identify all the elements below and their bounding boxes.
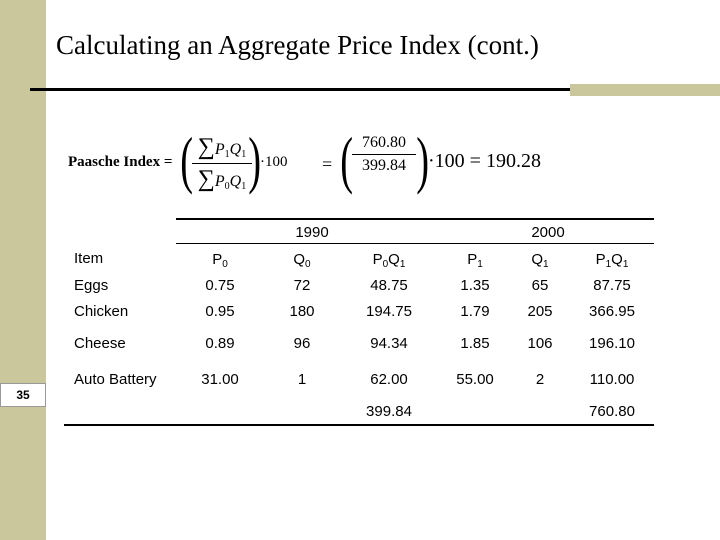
row-p0q1: 48.75 bbox=[370, 277, 408, 294]
row-q1: 205 bbox=[527, 303, 553, 320]
right-paren: ) bbox=[248, 124, 262, 195]
sidebar-band bbox=[0, 0, 46, 540]
col-header-p1q1: P1Q1 bbox=[595, 251, 629, 270]
left-paren: ( bbox=[180, 124, 194, 195]
row-q1: 106 bbox=[527, 335, 553, 352]
row-q0: 180 bbox=[289, 303, 315, 320]
row-q0: 72 bbox=[293, 277, 311, 294]
row-p1q1: 366.95 bbox=[589, 303, 635, 320]
table-top-rule bbox=[176, 218, 654, 220]
numerator-p: P bbox=[214, 141, 225, 158]
col-header-p0q1: P0Q1 bbox=[372, 251, 406, 270]
col-header-q1: Q1 bbox=[531, 251, 549, 270]
row-q1: 65 bbox=[531, 277, 549, 294]
equals-sign: = bbox=[322, 154, 333, 174]
col-header-p1: P1 bbox=[467, 251, 483, 270]
row-p0q1: 62.00 bbox=[370, 371, 408, 388]
row-p1: 1.85 bbox=[460, 335, 490, 352]
value-numerator: 760.80 bbox=[362, 134, 406, 151]
row-p0: 0.89 bbox=[205, 335, 235, 352]
numeric-fraction: 760.80 399.84 bbox=[352, 134, 416, 175]
col-header-p0: P0 bbox=[212, 251, 228, 270]
row-p0q1: 94.34 bbox=[370, 335, 408, 352]
row-p0: 0.75 bbox=[205, 277, 235, 294]
title-rule bbox=[30, 88, 570, 91]
numerator-p-sub: 1 bbox=[224, 149, 230, 160]
fraction-bar bbox=[192, 163, 252, 164]
sum-symbol: ∑ bbox=[197, 166, 215, 192]
table-bottom-rule bbox=[64, 424, 654, 426]
row-q1: 2 bbox=[535, 371, 545, 388]
right-paren-2: ) bbox=[416, 124, 430, 195]
row-item: Eggs bbox=[74, 277, 109, 294]
row-p1q1: 87.75 bbox=[593, 277, 631, 294]
title-accent-bar bbox=[570, 84, 720, 96]
row-item: Chicken bbox=[74, 303, 129, 320]
sum-symbol: ∑ bbox=[197, 134, 215, 160]
numerator-q: Q bbox=[229, 141, 242, 158]
year-header-1990: 1990 bbox=[295, 224, 329, 241]
row-p0: 31.00 bbox=[201, 371, 239, 388]
row-q0: 96 bbox=[293, 335, 311, 352]
row-p1: 55.00 bbox=[456, 371, 494, 388]
times-hundred: ·100 bbox=[260, 154, 288, 170]
row-p0: 0.95 bbox=[205, 303, 235, 320]
total-p1q1: 760.80 bbox=[589, 403, 635, 420]
total-p0q1: 399.84 bbox=[366, 403, 412, 420]
year-header-2000: 2000 bbox=[531, 224, 565, 241]
row-q0: 1 bbox=[297, 371, 307, 388]
symbolic-fraction: ∑P1Q1 ∑P0Q1 bbox=[192, 134, 252, 193]
row-p1q1: 196.10 bbox=[589, 335, 635, 352]
row-p1: 1.79 bbox=[460, 303, 490, 320]
row-item: Auto Battery bbox=[74, 371, 157, 388]
slide-title: Calculating an Aggregate Price Index (co… bbox=[56, 30, 539, 60]
formula-result: ·100 = 190.28 bbox=[428, 150, 541, 172]
row-p1q1: 110.00 bbox=[589, 371, 635, 388]
denominator-p-sub: 0 bbox=[224, 181, 230, 192]
left-paren-2: ( bbox=[340, 124, 354, 195]
col-header-item: Item bbox=[74, 250, 104, 267]
row-p1: 1.35 bbox=[460, 277, 490, 294]
value-denominator: 399.84 bbox=[362, 157, 406, 174]
row-p0q1: 194.75 bbox=[366, 303, 412, 320]
slide-number: 35 bbox=[0, 383, 46, 407]
numerator-q-sub: 1 bbox=[241, 149, 247, 160]
denominator-p: P bbox=[214, 173, 225, 190]
denominator-q-sub: 1 bbox=[241, 181, 247, 192]
year-header-rule bbox=[176, 243, 654, 244]
denominator-q: Q bbox=[229, 173, 242, 190]
row-item: Cheese bbox=[74, 335, 126, 352]
col-header-q0: Q0 bbox=[293, 251, 311, 270]
fraction-bar-2 bbox=[352, 154, 416, 155]
formula-label: Paasche Index = bbox=[68, 154, 173, 170]
